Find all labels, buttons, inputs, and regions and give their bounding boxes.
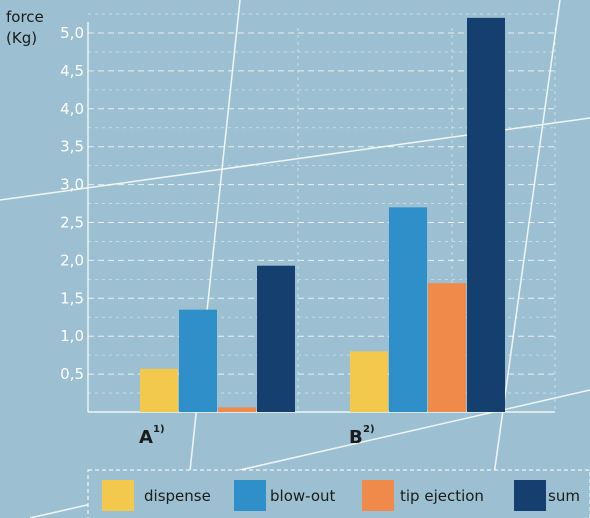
category-labels: A 1) B 2) xyxy=(139,424,375,448)
y-tick-label: 4,0 xyxy=(60,100,84,118)
legend-box xyxy=(87,469,590,518)
gridlines xyxy=(87,13,556,412)
legend-swatch-sum xyxy=(514,480,546,511)
y-tick-label: 1,5 xyxy=(60,289,84,307)
y-tick-label: 0,5 xyxy=(60,365,84,383)
bar-sum-B xyxy=(467,17,505,413)
bar-sum-A xyxy=(257,265,295,412)
legend-label-tip-ejection: tip ejection xyxy=(400,487,484,505)
y-axis-label-line: force xyxy=(6,8,44,26)
legend-swatch-dispense xyxy=(102,480,134,511)
bar-dispense-B xyxy=(350,351,388,412)
legend-swatch-tip-ejection xyxy=(362,480,394,511)
legend-label-sum: sum xyxy=(548,487,580,505)
y-tick-label: 4,5 xyxy=(60,62,84,80)
bar-tip-ejection-B xyxy=(428,283,466,412)
y-tick-label: 3,0 xyxy=(60,176,84,194)
legend: dispense blow-out tip ejection sum xyxy=(87,469,590,518)
y-tick-label: 2,0 xyxy=(60,251,84,269)
category-label: A xyxy=(139,427,153,448)
y-tick-labels: 0,5 1,0 1,5 2,0 2,5 3,0 3,5 4,0 4,5 5,0 xyxy=(60,24,84,383)
legend-label-dispense: dispense xyxy=(144,487,211,505)
y-axis-label-line: (Kg) xyxy=(6,29,37,47)
category-label: B xyxy=(349,427,363,448)
category-footnote: 1) xyxy=(153,424,165,435)
y-tick-label: 2,5 xyxy=(60,214,84,232)
y-tick-label: 1,0 xyxy=(60,327,84,345)
bar-dispense-A xyxy=(140,368,178,412)
y-tick-label: 5,0 xyxy=(60,24,84,42)
y-tick-label: 3,5 xyxy=(60,138,84,156)
legend-swatch-blow-out xyxy=(234,480,266,511)
bar-blow-out-B xyxy=(389,207,427,412)
y-axis-label: force (Kg) xyxy=(6,8,44,47)
bar-blow-out-A xyxy=(179,309,217,412)
bars xyxy=(140,17,505,413)
legend-label-blow-out: blow-out xyxy=(270,487,336,505)
bar-tip-ejection-A xyxy=(218,407,256,412)
category-footnote: 2) xyxy=(363,424,375,435)
